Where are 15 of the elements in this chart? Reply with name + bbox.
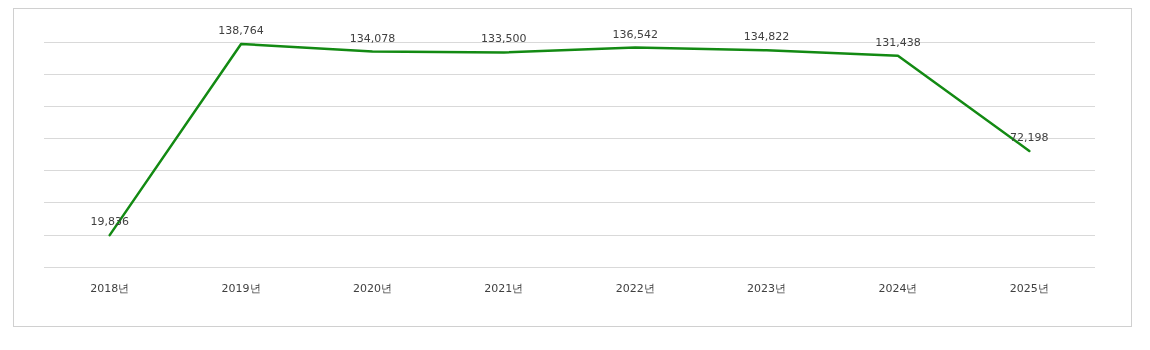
x-tick-label: 2020년: [352, 282, 392, 295]
x-tick-label: 2021년: [484, 282, 524, 295]
data-label: 134,822: [743, 30, 790, 44]
x-tick-label: 2019년: [221, 282, 261, 295]
x-tick-label: 2018년: [90, 282, 130, 295]
data-label: 133,500: [481, 32, 527, 46]
data-label: 131,438: [875, 35, 921, 49]
x-tick-label: 2025년: [1009, 282, 1049, 295]
data-label: 136,542: [612, 27, 658, 41]
data-label: 72,198: [1010, 130, 1049, 144]
data-label: 138,764: [218, 23, 264, 37]
x-tick-label: 2024년: [878, 282, 918, 295]
x-tick-label: 2023년: [747, 282, 787, 295]
x-tick-label: 2022년: [615, 282, 655, 295]
data-label: 134,078: [349, 31, 396, 45]
